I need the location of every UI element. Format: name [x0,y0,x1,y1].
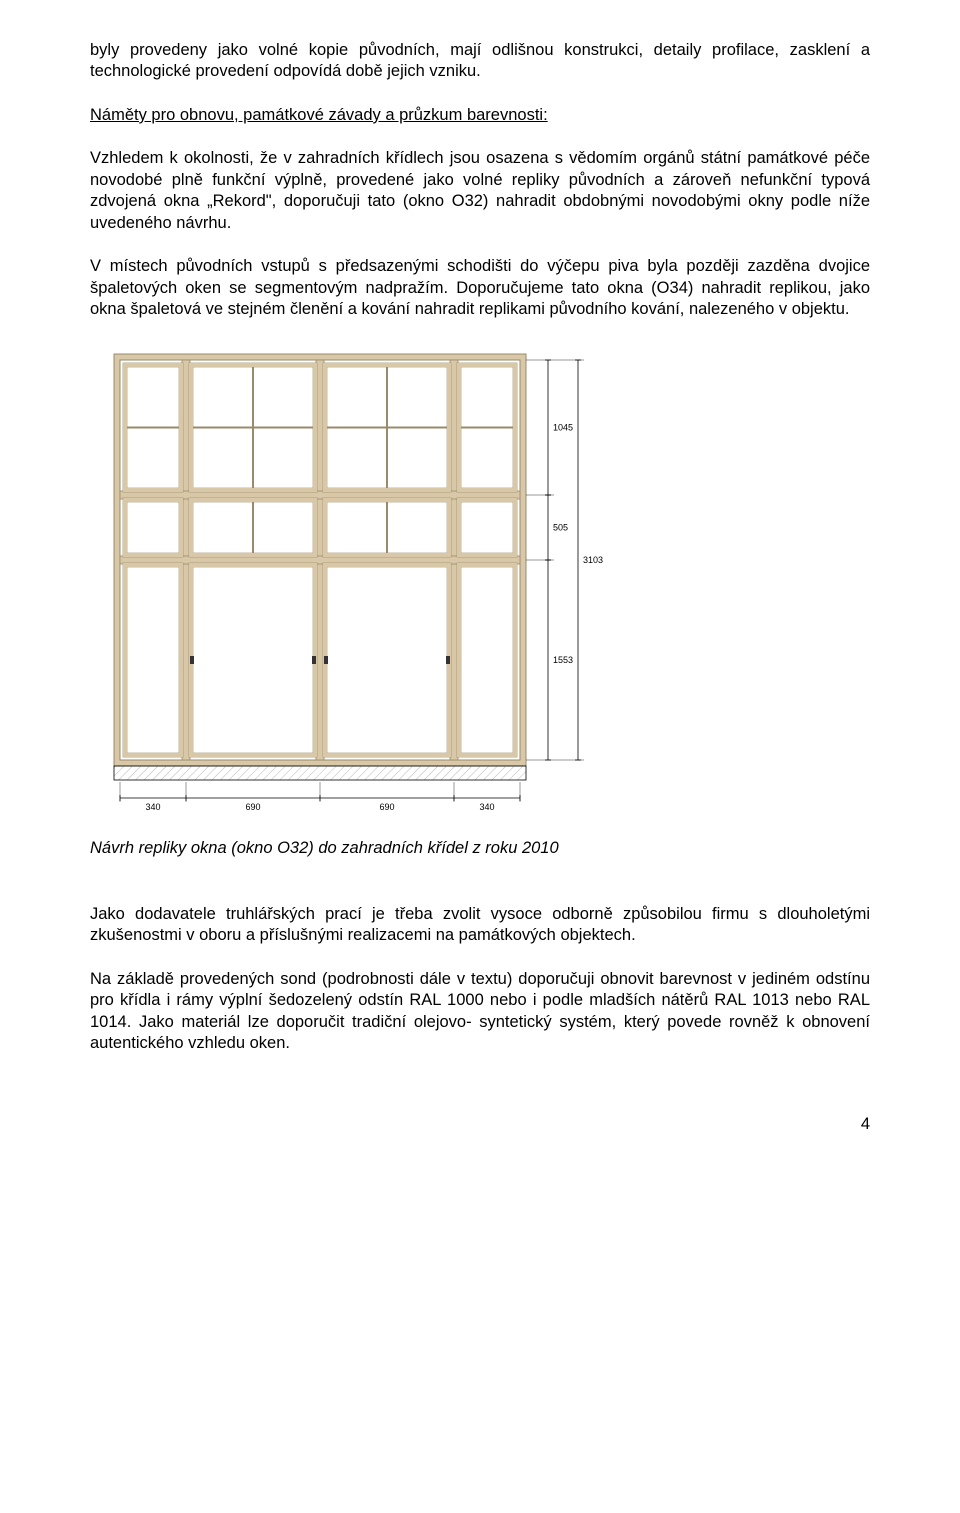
paragraph-3: V místech původních vstupů s předsazeným… [90,256,870,320]
paragraph-intro: byly provedeny jako volné kopie původníc… [90,40,870,83]
svg-text:340: 340 [145,802,160,812]
svg-text:505: 505 [553,523,568,533]
svg-text:340: 340 [479,802,494,812]
paragraph-2: Vzhledem k okolnosti, že v zahradních kř… [90,148,870,234]
svg-text:690: 690 [379,802,394,812]
paragraph-4: Jako dodavatele truhlářských prací je tř… [90,904,870,947]
window-drawing: 1045 505 1553 3103 340 690 690 340 [90,350,870,820]
section-heading: Náměty pro obnovu, památkové závady a pr… [90,105,870,126]
svg-text:1045: 1045 [553,423,573,433]
svg-text:3103: 3103 [583,555,603,565]
svg-text:690: 690 [245,802,260,812]
svg-text:1553: 1553 [553,655,573,665]
page-number: 4 [90,1114,870,1135]
figure-caption: Návrh repliky okna (okno O32) do zahradn… [90,838,870,859]
paragraph-5: Na základě provedených sond (podrobnosti… [90,969,870,1055]
